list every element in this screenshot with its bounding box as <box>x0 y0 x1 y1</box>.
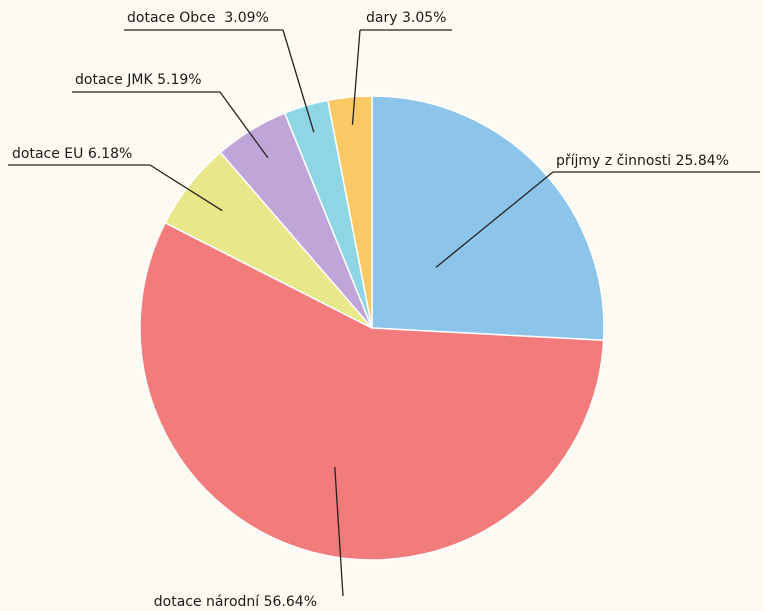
label-prijmy-z-cinnosti: příjmy z činnosti 25.84% <box>556 153 729 169</box>
label-dotace-eu: dotace EU 6.18% <box>12 146 132 162</box>
label-dotace-jmk: dotace JMK 5.19% <box>75 72 202 88</box>
leader-line-5 <box>351 29 361 125</box>
leader-line-1 <box>334 466 344 597</box>
pie-slice-5 <box>326 95 373 329</box>
leader-line-4 <box>282 29 315 133</box>
label-dary: dary 3.05% <box>366 10 446 26</box>
label-dotace-obce: dotace Obce 3.09% <box>127 10 269 26</box>
leader-line-3 <box>219 91 269 159</box>
leader-line-0 <box>435 171 554 268</box>
pie-slice-0 <box>371 95 605 342</box>
leader-line-2 <box>149 164 223 212</box>
pie-slice-1 <box>139 221 605 561</box>
slice-labels: příjmy z činnosti 25.84% dotace národní … <box>12 10 729 610</box>
pie-slices <box>139 95 605 561</box>
leader-lines <box>8 29 760 597</box>
label-dotace-narodni: dotace národní 56.64% <box>154 594 317 610</box>
